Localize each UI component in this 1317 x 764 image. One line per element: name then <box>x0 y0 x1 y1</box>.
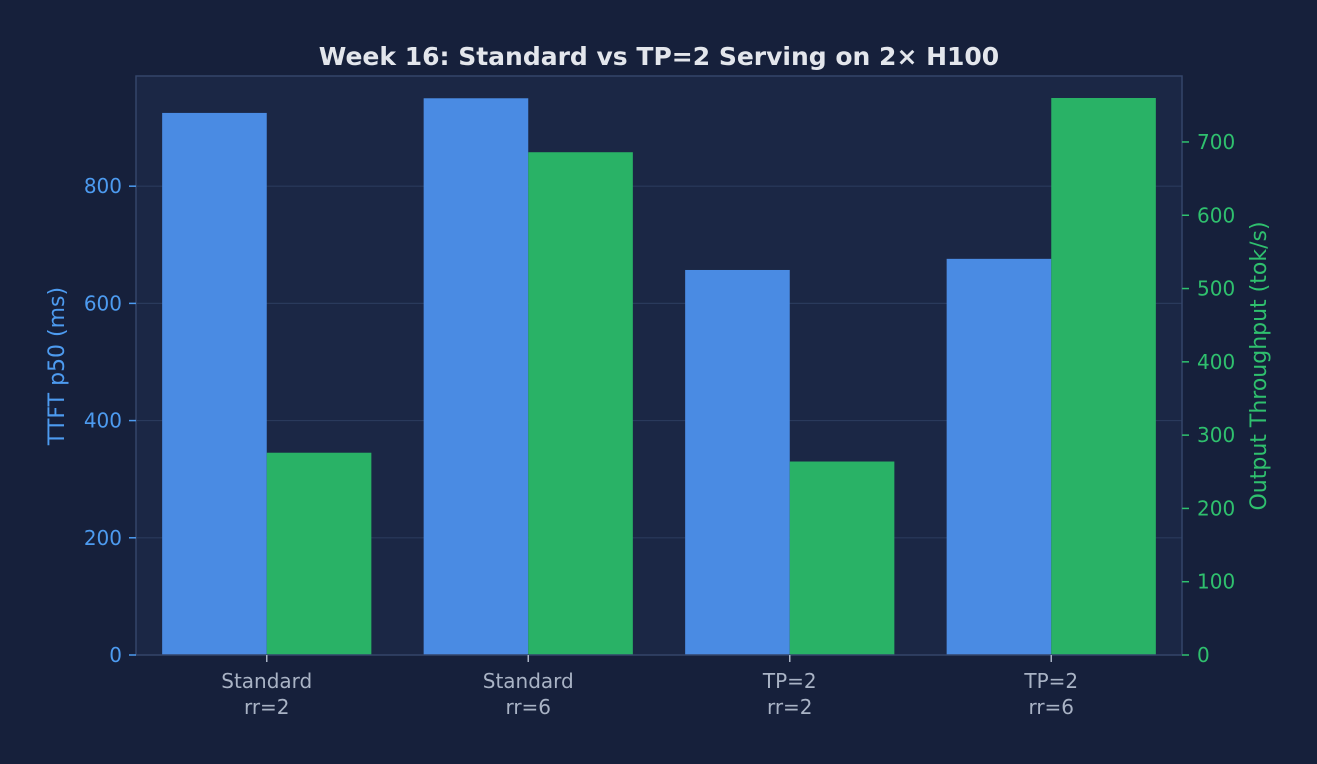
throughput-bar <box>1051 97 1156 655</box>
right-tick-label: 600 <box>1197 203 1235 227</box>
left-tick-label: 600 <box>84 291 122 315</box>
right-tick-label: 400 <box>1197 350 1235 374</box>
bars <box>162 97 1156 656</box>
right-tick-label: 500 <box>1197 277 1235 301</box>
plot-frame <box>135 75 1183 656</box>
left-tick-label: 400 <box>84 409 122 433</box>
ttft-bar <box>946 258 1052 655</box>
x-category-label-line: TP=2 <box>762 669 817 693</box>
right-tick-label: 0 <box>1197 643 1210 667</box>
x-category-label-line: rr=6 <box>1028 695 1074 719</box>
left-tick-label: 200 <box>84 526 122 550</box>
x-category-label: TP=2 rr=6 <box>1023 669 1078 719</box>
x-category-label-line: rr=6 <box>505 695 551 719</box>
x-category-label-line: rr=2 <box>767 695 813 719</box>
right-tick-label: 300 <box>1197 423 1235 447</box>
x-category-label-line: TP=2 <box>1023 669 1078 693</box>
left-tick-label: 800 <box>84 174 122 198</box>
x-category-label-line: Standard <box>221 669 312 693</box>
right-tick-label: 700 <box>1197 130 1235 154</box>
x-category-label-line: Standard <box>483 669 574 693</box>
right-tick-label: 100 <box>1197 570 1235 594</box>
throughput-bar <box>789 461 895 655</box>
x-category-label: Standard rr=6 <box>483 669 574 719</box>
throughput-bar <box>266 452 372 655</box>
left-axis-label: TTFT p50 (ms) <box>45 287 70 446</box>
ttft-bar <box>685 269 790 655</box>
left-axis: 0 200 400 600 800 <box>84 174 136 667</box>
ttft-bar <box>162 112 267 655</box>
ttft-bar <box>423 98 529 656</box>
left-tick-label: 0 <box>109 643 122 667</box>
right-axis-label: Output Throughput (tok/s) <box>1247 221 1272 510</box>
right-axis: 0 100 200 300 400 500 600 700 <box>1182 130 1235 667</box>
x-category-label: TP=2 rr=2 <box>762 669 817 719</box>
x-category-label: Standard rr=2 <box>221 669 312 719</box>
chart-title: Week 16: Standard vs TP=2 Serving on 2× … <box>319 42 999 71</box>
throughput-bar <box>528 152 633 655</box>
right-tick-label: 200 <box>1197 496 1235 520</box>
x-category-label-line: rr=2 <box>244 695 290 719</box>
